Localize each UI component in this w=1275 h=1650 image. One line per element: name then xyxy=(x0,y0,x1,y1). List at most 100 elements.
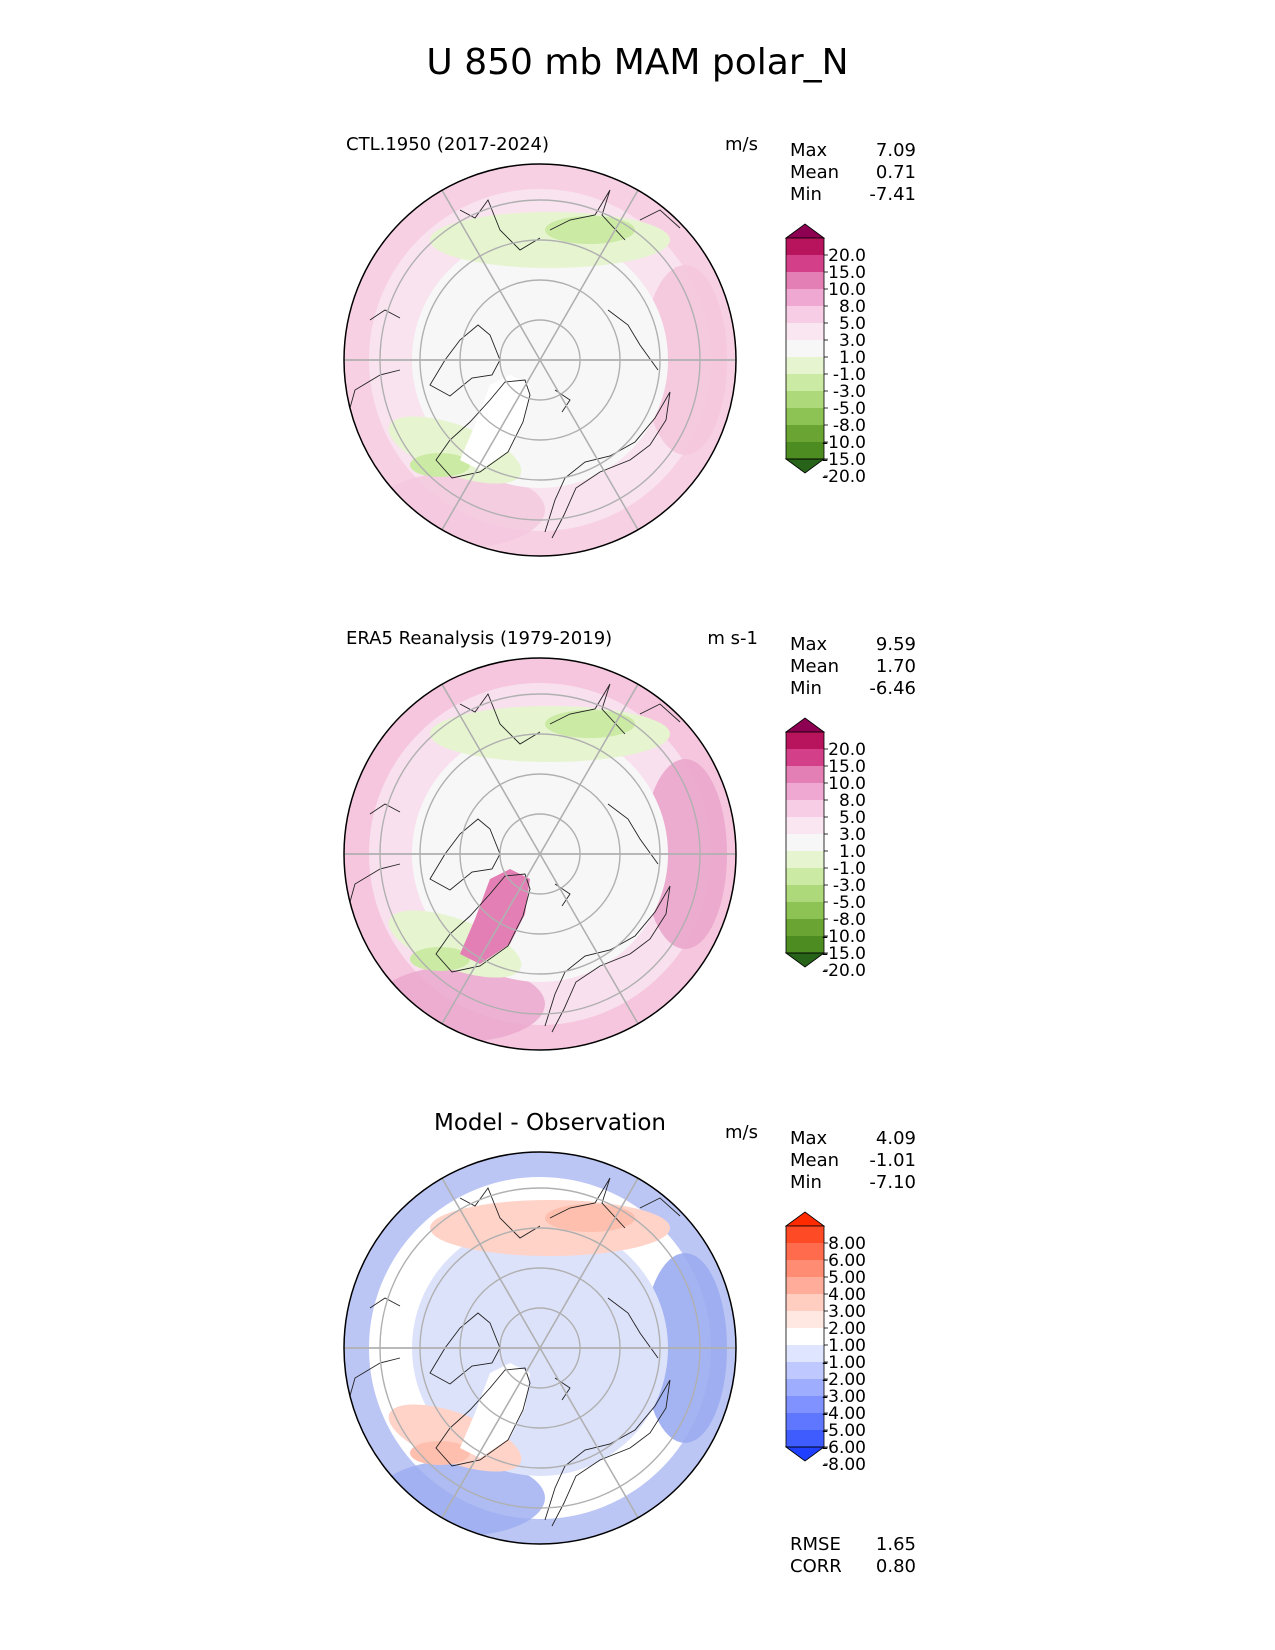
colorbar-segment xyxy=(786,1260,824,1277)
colorbar-tick-label: -10.0 xyxy=(822,433,866,453)
metric-corr: CORR 0.80 xyxy=(790,1556,916,1577)
units-label: m/s xyxy=(725,134,758,155)
coastline xyxy=(429,324,501,397)
polar-map xyxy=(343,1151,737,1545)
coastline xyxy=(639,209,681,229)
panel-difference: Model - Observation m/s Max 4.09 Mean -1.0… xyxy=(340,1110,980,1577)
colorbar-segment xyxy=(786,374,824,391)
stat-mean: Mean 0.71 xyxy=(790,162,916,183)
coastline xyxy=(369,803,401,815)
colorbar-tick-label: 1.00 xyxy=(828,1336,866,1356)
coastline xyxy=(429,1312,501,1385)
field-layer xyxy=(344,1152,736,1544)
colorbar-segment xyxy=(786,1430,824,1447)
colorbar-segment xyxy=(786,391,824,408)
colorbar-outline xyxy=(785,1225,825,1448)
coastline xyxy=(347,1357,401,1404)
meridian-line xyxy=(441,1177,639,1519)
units-label: m s-1 xyxy=(707,628,758,649)
colorbar-tick-label: 8.0 xyxy=(839,791,866,811)
colorbar-tick-label: 5.0 xyxy=(839,314,866,334)
colorbar-tick-label: -3.0 xyxy=(833,382,866,402)
coastline xyxy=(459,199,541,251)
colorbar-tick-label: 3.0 xyxy=(839,331,866,351)
colorbar-extend-min xyxy=(784,458,826,474)
colorbar-tick-label: 8.0 xyxy=(839,297,866,317)
colorbar-segment xyxy=(786,766,824,783)
colorbar-segment xyxy=(786,1328,824,1345)
colorbar-segment xyxy=(786,289,824,306)
metric-rmse: RMSE 1.65 xyxy=(790,1534,916,1555)
colorbar-segment xyxy=(786,732,824,749)
colorbar-tick-label: -1.0 xyxy=(833,365,866,385)
stat-mean: Mean -1.01 xyxy=(790,1150,916,1171)
colorbar-tick-label: -15.0 xyxy=(822,944,866,964)
panel-model: CTL.1950 (2017-2024) m/s Max 7.09 Mean 0.7… xyxy=(340,134,980,574)
coastline xyxy=(549,1177,626,1229)
colorbar-segment xyxy=(786,1294,824,1311)
colorbar-tick-label: 2.00 xyxy=(828,1319,866,1339)
stat-max: Max 7.09 xyxy=(790,140,916,161)
stat-max: Max 4.09 xyxy=(790,1128,916,1149)
coastline xyxy=(369,309,401,321)
colorbar-segment xyxy=(786,255,824,272)
colorbar-segment xyxy=(786,834,824,851)
colorbar-segment xyxy=(786,1243,824,1260)
metrics-box: RMSE 1.65 CORR 0.80 xyxy=(790,1534,916,1578)
colorbar: 20.015.010.08.05.03.01.0-1.0-3.0-5.0-8.0… xyxy=(784,223,866,487)
coastline xyxy=(639,1197,681,1217)
map-border xyxy=(343,657,737,1051)
units-label: m/s xyxy=(725,1122,758,1143)
stats-box: Max 7.09 Mean 0.71 Min -7.41 xyxy=(790,140,916,206)
colorbar-tick-label: -2.00 xyxy=(822,1370,866,1390)
colorbar-tick-label: -5.0 xyxy=(833,893,866,913)
colorbar-segment xyxy=(786,868,824,885)
stat-min: Min -6.46 xyxy=(790,678,916,699)
colorbar-segment xyxy=(786,1226,824,1243)
colorbar-segment xyxy=(786,340,824,357)
easterly-band-greenland xyxy=(388,910,522,978)
stat-min: Min -7.10 xyxy=(790,1172,916,1193)
polar-map xyxy=(343,163,737,557)
coastline xyxy=(544,1379,671,1527)
colorbar-tick-label: 3.0 xyxy=(839,825,866,845)
colorbar-tick-label: -20.0 xyxy=(822,467,866,487)
colorbar-segment xyxy=(786,817,824,834)
coastline xyxy=(639,703,681,723)
colorbar-tick-label: 20.0 xyxy=(828,246,866,266)
colorbar-extend-max xyxy=(784,1211,826,1227)
colorbar-segment xyxy=(786,357,824,374)
colorbar-segment xyxy=(786,851,824,868)
meridian-line xyxy=(441,683,639,1025)
colorbar-segment xyxy=(786,902,824,919)
colorbar-tick-label: 10.0 xyxy=(828,774,866,794)
coastline xyxy=(607,1297,659,1359)
greenland-region xyxy=(460,375,530,470)
colorbar-tick-label: 6.00 xyxy=(828,1251,866,1271)
colorbar-extend-max xyxy=(784,223,826,239)
figure-title: U 850 mb MAM polar_N xyxy=(426,42,849,83)
colorbar-tick-label: 4.00 xyxy=(828,1285,866,1305)
coastline xyxy=(347,369,401,416)
easterly-core-north xyxy=(545,216,635,244)
colorbar-outline xyxy=(785,731,825,954)
colorbar-tick-label: 8.00 xyxy=(828,1234,866,1254)
panel-title: CTL.1950 (2017-2024) xyxy=(346,134,550,155)
colorbar-tick-label: -6.00 xyxy=(822,1438,866,1458)
coastline xyxy=(549,683,626,735)
colorbar-tick-label: 1.0 xyxy=(839,842,866,862)
colorbar-tick-label: -10.0 xyxy=(822,927,866,947)
colorbar-segment xyxy=(786,800,824,817)
field-layer xyxy=(344,658,736,1050)
colorbar-extend-max xyxy=(784,717,826,733)
colorbar-tick-label: -1.0 xyxy=(833,859,866,879)
meridian-line xyxy=(441,189,639,531)
colorbar-tick-label: -15.0 xyxy=(822,450,866,470)
colorbar-segment xyxy=(786,1345,824,1362)
colorbar-segment xyxy=(786,783,824,800)
colorbar-segment xyxy=(786,936,824,953)
coastline xyxy=(544,391,671,539)
colorbar-tick-label: 1.0 xyxy=(839,348,866,368)
colorbar-segment xyxy=(786,1311,824,1328)
coastline xyxy=(459,1187,541,1239)
